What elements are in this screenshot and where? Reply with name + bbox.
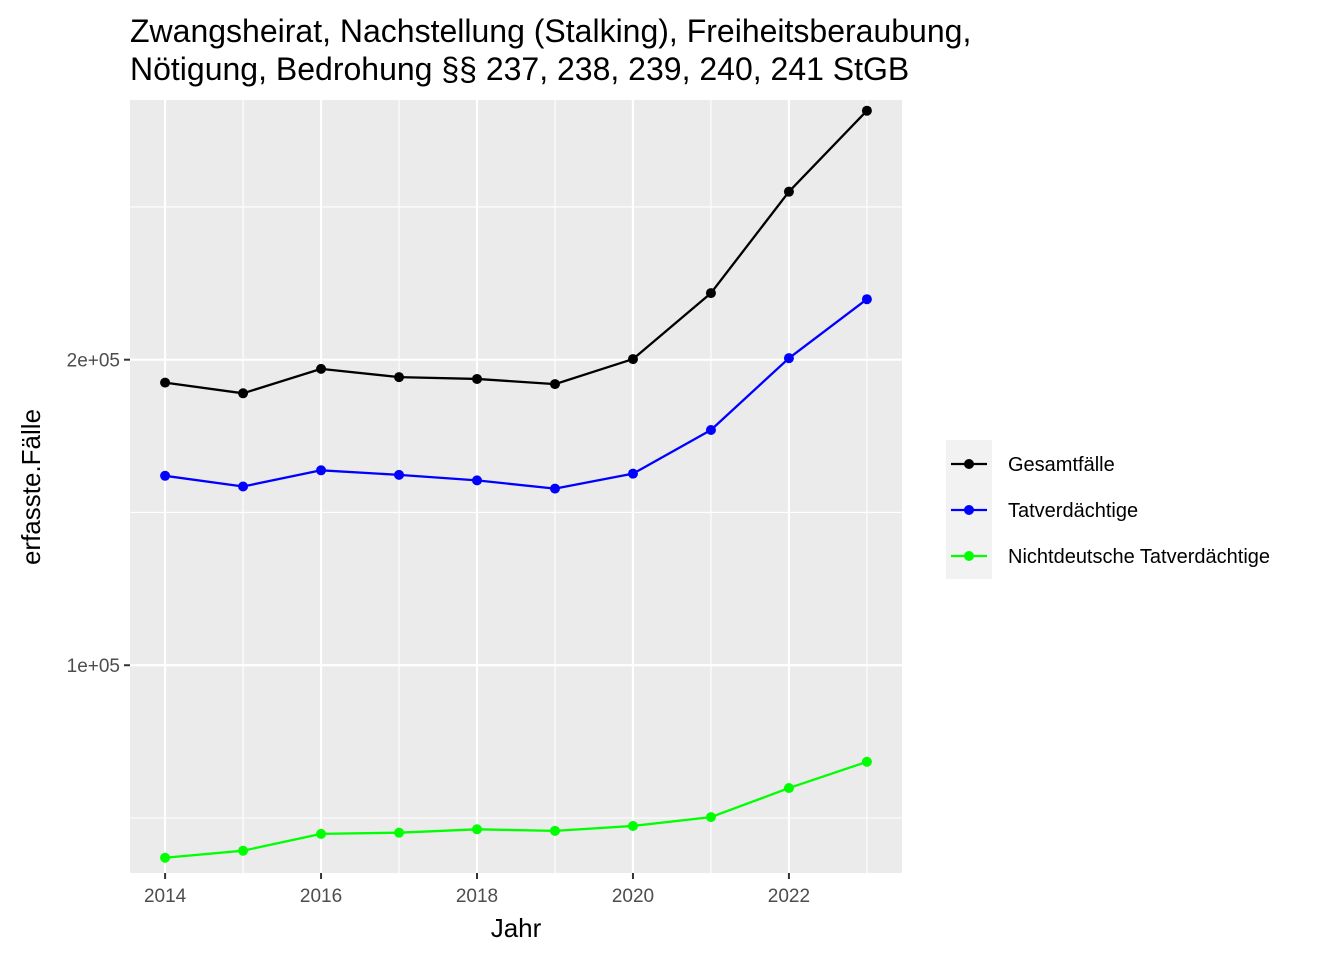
series-2-point: [472, 475, 483, 486]
series-2-point: [238, 481, 249, 492]
series-1-point: [160, 377, 171, 388]
x-axis-title: Jahr: [491, 913, 542, 943]
series-2-point: [316, 465, 327, 476]
series-2-point: [549, 483, 560, 494]
series-3-point: [549, 825, 560, 836]
series-1-point: [394, 372, 405, 383]
y-tick-label: 1e+05: [67, 656, 120, 677]
series-1-point: [238, 388, 249, 399]
series-1-point: [861, 105, 872, 116]
series-line-3: [164, 760, 868, 859]
y-tick-label: 2e+05: [67, 351, 120, 372]
series-3-point: [238, 845, 249, 856]
series-2-point: [627, 468, 638, 479]
x-tick-label: 2018: [456, 886, 498, 907]
x-axis: 2014 2016 2018 2020 2022: [144, 873, 810, 907]
series-1-point: [472, 373, 483, 384]
legend-key-point: [964, 505, 974, 515]
series-3-point: [705, 812, 716, 823]
legend-label: Tatverdächtige: [1008, 500, 1138, 522]
series-layer: [160, 105, 872, 863]
series-3-point: [394, 827, 405, 838]
series-line-1: [164, 109, 868, 395]
legend-label: Nichtdeutsche Tatverdächtige: [1008, 546, 1270, 568]
series-1-point: [705, 288, 716, 299]
series-3-point: [627, 820, 638, 831]
series-3-point: [861, 756, 872, 767]
x-tick-label: 2022: [768, 886, 810, 907]
series-2-point: [160, 470, 171, 481]
legend-label: Gesamtfälle: [1008, 454, 1115, 476]
series-line-2: [164, 298, 868, 490]
series-2-point: [394, 469, 405, 480]
series-2-point: [705, 424, 716, 435]
series-1-point: [627, 354, 638, 365]
legend-key-point: [964, 551, 974, 561]
y-axis-title: erfasste.Fälle: [16, 409, 46, 565]
major-gridlines: [130, 100, 902, 873]
series-1-point: [783, 186, 794, 197]
legend: Gesamtfälle Tatverdächtige Nichtdeutsche T…: [946, 440, 1270, 579]
y-axis: 1e+05 2e+05: [67, 351, 130, 677]
series-3-point: [783, 783, 794, 794]
chart-title-line-2: Nötigung, Bedrohung §§ 237, 238, 239, 24…: [130, 51, 909, 87]
plot-panel: [130, 100, 902, 873]
series-2-point: [783, 353, 794, 364]
x-tick-label: 2016: [300, 886, 342, 907]
legend-key-point: [964, 459, 974, 469]
series-3-point: [316, 828, 327, 839]
series-3-point: [160, 852, 171, 863]
chart-title-line-1: Zwangsheirat, Nachstellung (Stalking), F…: [130, 13, 971, 49]
series-1-point: [549, 379, 560, 390]
x-tick-label: 2014: [144, 886, 187, 907]
x-tick-label: 2020: [612, 886, 654, 907]
series-3-point: [472, 824, 483, 835]
series-2-point: [861, 294, 872, 305]
series-1-point: [316, 363, 327, 374]
